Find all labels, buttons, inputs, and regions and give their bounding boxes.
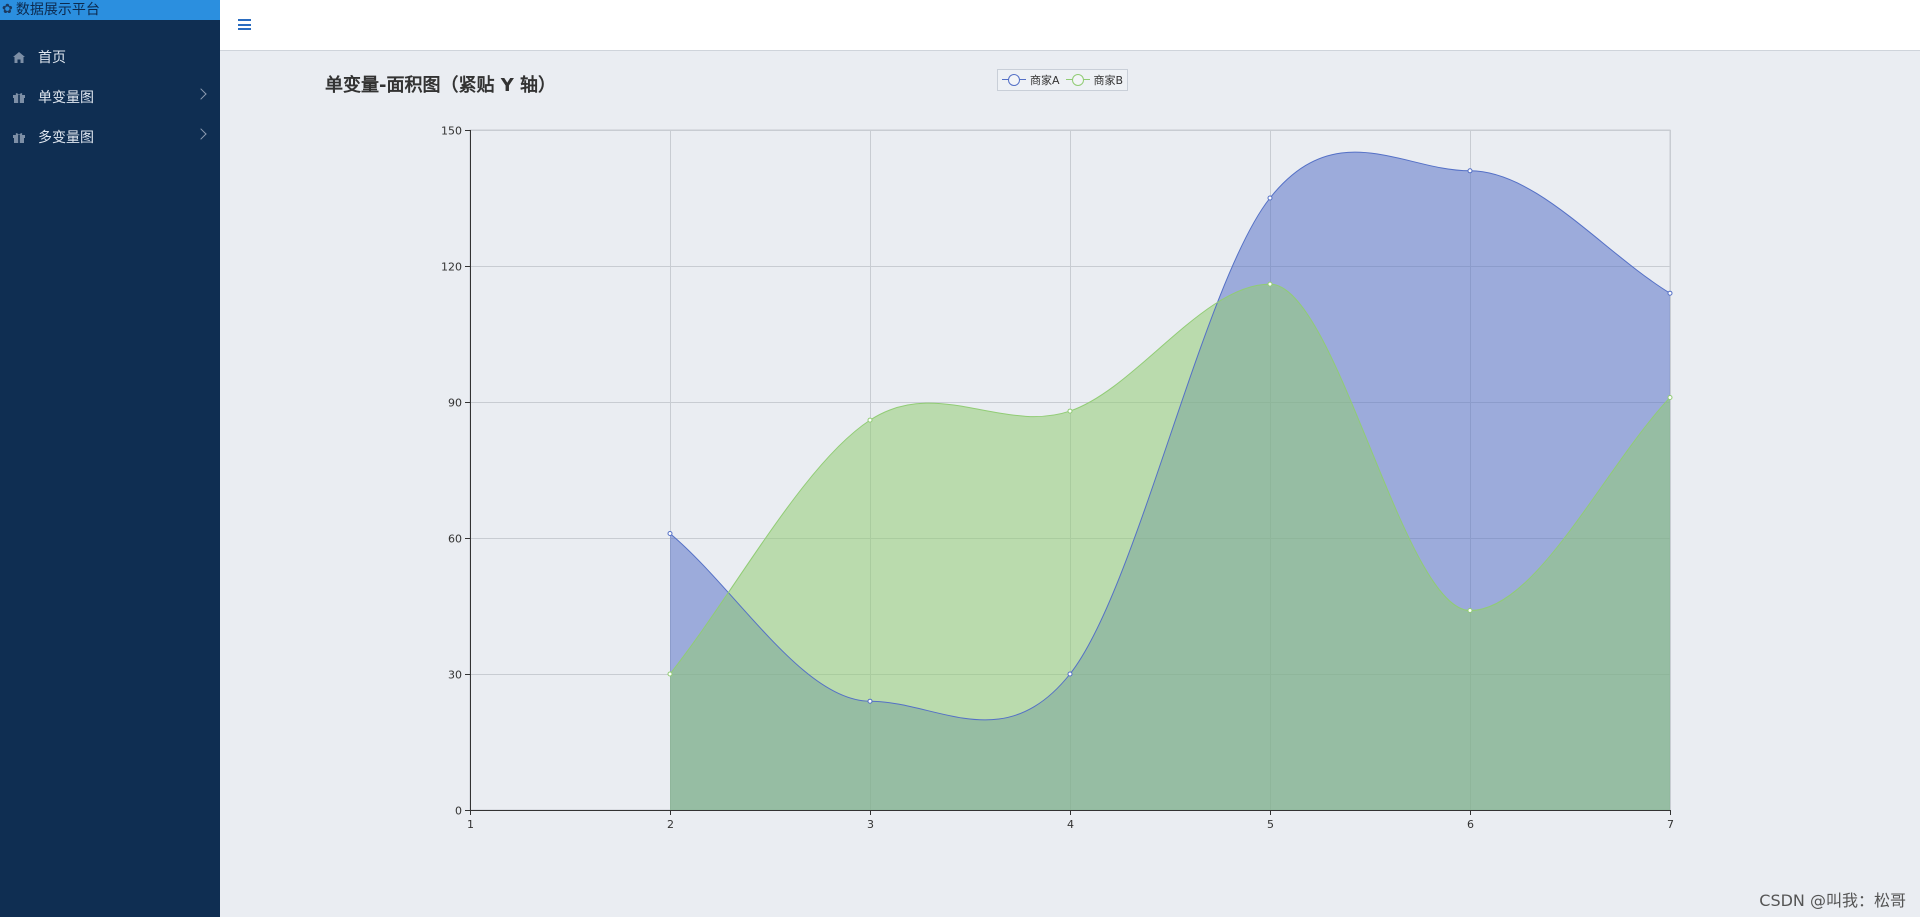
data-point-series-b [867, 417, 873, 423]
data-point-series-b [667, 671, 673, 677]
data-point-series-a [667, 530, 673, 536]
data-point-series-a [1067, 671, 1073, 677]
y-tick-label: 0 [455, 805, 462, 818]
sidebar: ✿ 数据展示平台 首页 单变量图 多变量图 [0, 0, 220, 917]
chart-container: 0 30 60 90 120 150 1 2 3 4 5 6 7 单变量-面积图（紧贴 Y 轴） 商家A… [220, 51, 1920, 917]
legend-symbol-b [1065, 73, 1090, 87]
chevron-right-icon [195, 128, 207, 140]
top-bar [220, 0, 1920, 51]
y-tick-label: 30 [448, 669, 462, 682]
data-point-series-a [867, 698, 873, 704]
x-tick-label: 7 [1667, 818, 1674, 831]
gear-icon: ✿ [2, 2, 13, 17]
y-tick-label: 90 [448, 397, 462, 410]
chart-title: 单变量-面积图（紧贴 Y 轴） [325, 75, 557, 96]
line-series-b [669, 283, 1671, 675]
sidebar-item-multivariate[interactable]: 多变量图 [0, 117, 220, 157]
legend-item-series-b[interactable]: 商家B [1065, 72, 1124, 88]
y-tick-label: 150 [441, 125, 462, 138]
data-point-series-a [1467, 168, 1473, 174]
hamburger-icon[interactable] [238, 19, 251, 30]
x-tick-label: 2 [667, 818, 674, 831]
data-point-series-b [1067, 408, 1073, 414]
area-series-b [670, 284, 1670, 811]
x-tick-label: 1 [467, 818, 474, 831]
sidebar-item-label: 首页 [38, 50, 66, 66]
home-icon [12, 51, 26, 63]
legend-label-b: 商家B [1093, 74, 1124, 87]
data-point-series-b [1267, 281, 1273, 287]
legend-symbol-a [1002, 73, 1026, 87]
x-tick-label: 4 [1067, 818, 1074, 831]
brand-title: 数据展示平台 [15, 2, 100, 18]
chart-legend: 商家A 商家B [997, 69, 1129, 91]
watermark: CSDN @叫我：松哥 [1759, 891, 1906, 910]
x-tick-label: 5 [1267, 818, 1274, 831]
sidebar-menu: 首页 单变量图 多变量图 [0, 37, 220, 157]
legend-item-series-a[interactable]: 商家A [1002, 72, 1060, 88]
sidebar-item-label: 单变量图 [38, 90, 94, 106]
gift-icon [12, 131, 26, 143]
gift-icon [12, 91, 26, 103]
x-tick-label: 6 [1467, 818, 1474, 831]
chevron-right-icon [195, 88, 207, 100]
x-tick-label: 3 [867, 818, 874, 831]
area-chart: 0 30 60 90 120 150 1 2 3 4 5 6 7 [441, 125, 1674, 832]
data-point-series-b [1467, 608, 1473, 614]
data-point-series-b [1667, 394, 1673, 400]
brand[interactable]: ✿ 数据展示平台 [0, 0, 220, 20]
sidebar-item-home[interactable]: 首页 [0, 37, 220, 77]
data-point-series-a [1667, 290, 1673, 296]
data-point-series-a [1267, 195, 1273, 201]
legend-label-a: 商家A [1030, 74, 1060, 87]
sidebar-item-univariate[interactable]: 单变量图 [0, 77, 220, 117]
sidebar-item-label: 多变量图 [38, 130, 94, 146]
y-tick-label: 60 [448, 533, 462, 546]
y-tick-label: 120 [441, 261, 462, 274]
